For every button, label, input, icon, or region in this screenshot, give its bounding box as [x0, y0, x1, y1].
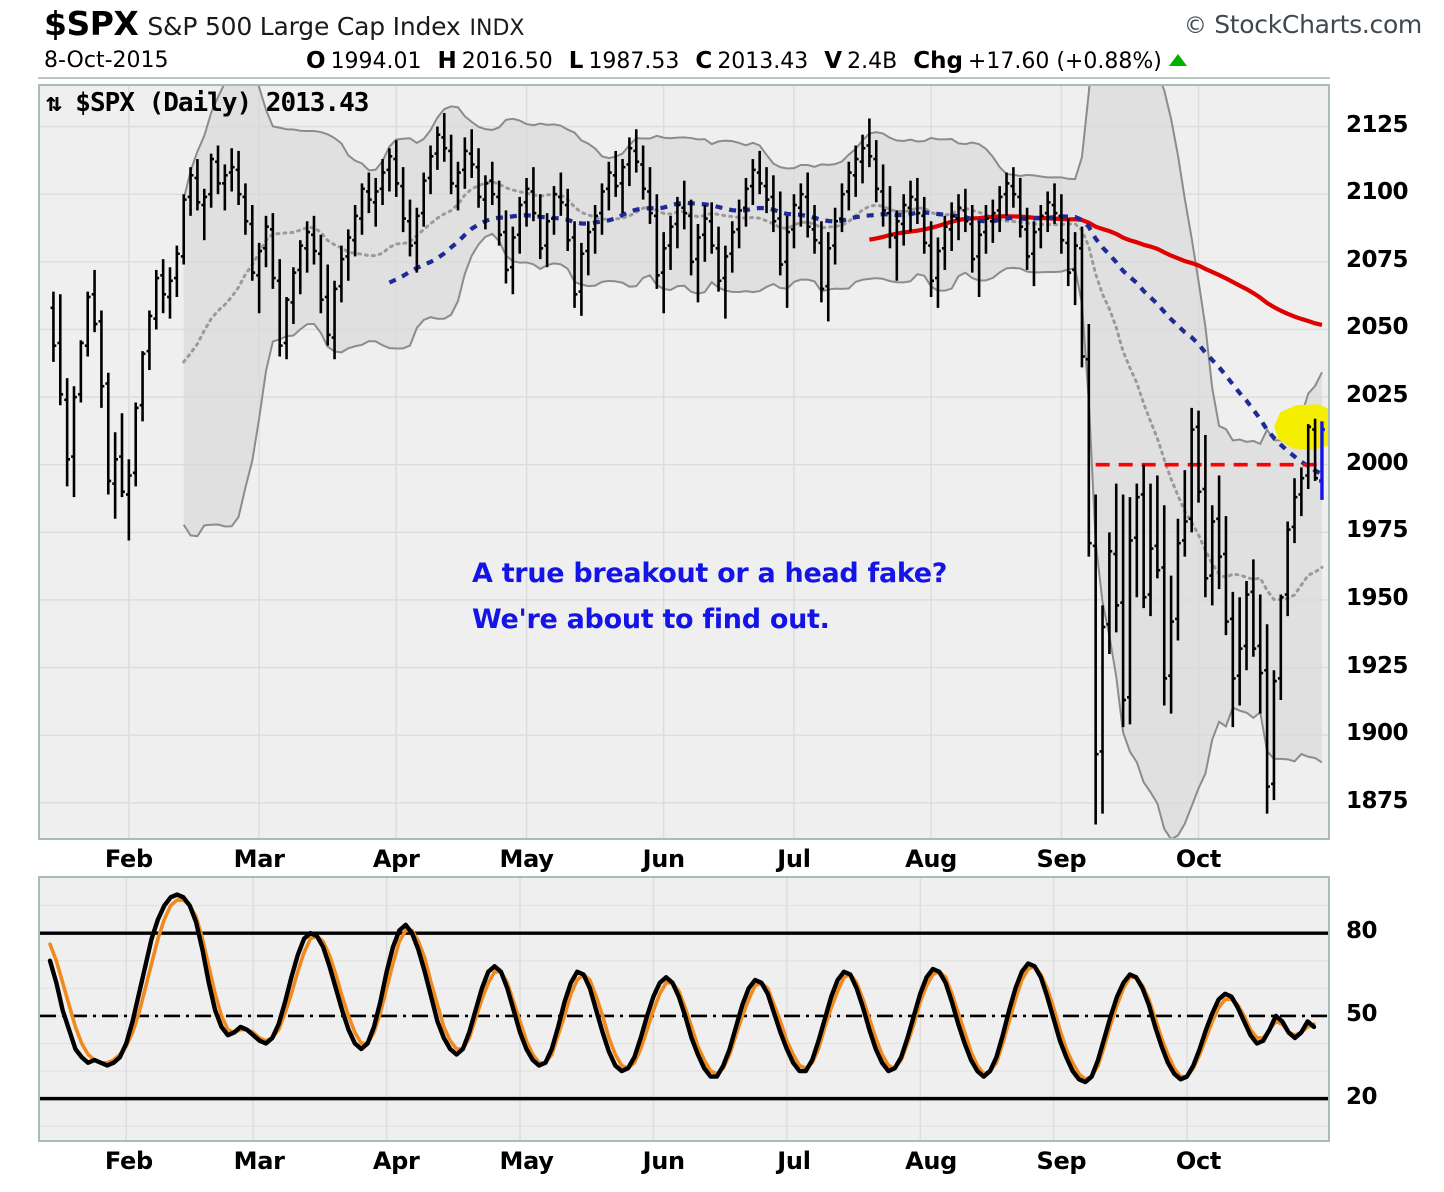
close-value: 2013.43	[717, 49, 809, 74]
volume-value: 2.4B	[847, 49, 898, 74]
symbol-ticker[interactable]: $SPX	[44, 4, 139, 43]
x-axis-tick-jul: Jul	[777, 845, 811, 873]
annotation-line-1: A true breakout or a head fake?	[472, 558, 948, 589]
quote-date: 8-Oct-2015	[44, 48, 169, 73]
oscillator-y-tick: 80	[1346, 918, 1378, 945]
high-key: H	[437, 48, 457, 74]
low-value: 1987.53	[588, 49, 680, 74]
x-axis-tick-jul: Jul	[777, 1147, 811, 1175]
stockcharts-brand[interactable]: © StockCharts.com	[1184, 10, 1422, 39]
annotation-line-2: We're about to find out.	[472, 604, 830, 635]
high-value: 2016.50	[461, 49, 553, 74]
close-key: C	[695, 48, 713, 74]
price-y-tick: 2025	[1346, 382, 1409, 409]
change-value: +17.60 (+0.88%)	[967, 49, 1162, 74]
x-axis-tick-oct: Oct	[1175, 845, 1222, 873]
x-axis-tick-sep: Sep	[1036, 1147, 1087, 1175]
oscillator-chart-panel[interactable]	[38, 876, 1330, 1142]
oscillator-y-tick: 20	[1346, 1083, 1378, 1110]
symbol-name: S&P 500 Large Cap Index	[147, 12, 461, 41]
price-y-tick: 2125	[1346, 111, 1409, 138]
price-chart-label: ⇅ $SPX (Daily) 2013.43	[46, 88, 369, 118]
quote-row: 8-Oct-2015 O 1994.01 H 2016.50 L 1987.53 C 2013…	[44, 48, 1424, 76]
symbol-title-row: $SPX S&P 500 Large Cap Index INDX	[44, 4, 524, 43]
x-axis-tick-feb: Feb	[104, 845, 153, 873]
x-axis-tick-apr: Apr	[372, 1147, 420, 1175]
open-key: O	[306, 48, 326, 74]
x-axis-tick-may: May	[499, 845, 554, 873]
header-divider	[38, 77, 1330, 79]
volume-key: V	[824, 48, 843, 74]
price-chart-panel[interactable]	[38, 84, 1330, 840]
x-axis-tick-feb: Feb	[104, 1147, 153, 1175]
brand-label: StockCharts.com	[1214, 10, 1422, 39]
x-axis-tick-sep: Sep	[1036, 845, 1087, 873]
ohlc-values: O 1994.01 H 2016.50 L 1987.53 C 2013.43 V 2.4B Chg…	[306, 48, 1187, 74]
low-key: L	[568, 48, 584, 74]
price-chart-svg	[40, 86, 1328, 838]
chart-header: $SPX S&P 500 Large Cap Index INDX © StockC…	[0, 0, 1444, 79]
copyright-icon: ©	[1183, 13, 1207, 39]
x-axis-tick-mar: Mar	[233, 845, 285, 873]
x-axis-tick-jun: Jun	[642, 1147, 686, 1175]
price-y-axis-labels: 2125 2100 2075 2050 2025 2000 1975 1950 1925 1900…	[1336, 0, 1444, 1192]
oscillator-chart-svg	[40, 878, 1328, 1140]
x-axis-tick-may: May	[499, 1147, 554, 1175]
price-y-tick: 1950	[1346, 584, 1409, 611]
oscillator-y-tick: 50	[1346, 1000, 1378, 1027]
x-axis-tick-jun: Jun	[642, 845, 686, 873]
open-value: 1994.01	[330, 49, 422, 74]
x-axis-tick-aug: Aug	[905, 845, 958, 873]
price-y-tick: 1975	[1346, 517, 1409, 544]
price-y-tick: 2050	[1346, 314, 1409, 341]
x-axis-tick-mar: Mar	[233, 1147, 285, 1175]
x-axis-tick-apr: Apr	[372, 845, 420, 873]
price-y-tick: 2100	[1346, 179, 1409, 206]
x-axis-tick-oct: Oct	[1175, 1147, 1222, 1175]
price-y-tick: 2075	[1346, 246, 1409, 273]
price-y-tick: 1900	[1346, 720, 1409, 747]
price-y-tick: 1925	[1346, 652, 1409, 679]
symbol-type: INDX	[469, 16, 525, 41]
oscillator-y-axis-labels: 80 50 20	[1336, 0, 1444, 1192]
price-y-tick: 2000	[1346, 449, 1409, 476]
change-key: Chg	[913, 48, 963, 74]
price-y-tick: 1875	[1346, 787, 1409, 814]
up-triangle-icon	[1168, 54, 1187, 66]
x-axis-tick-aug: Aug	[905, 1147, 958, 1175]
